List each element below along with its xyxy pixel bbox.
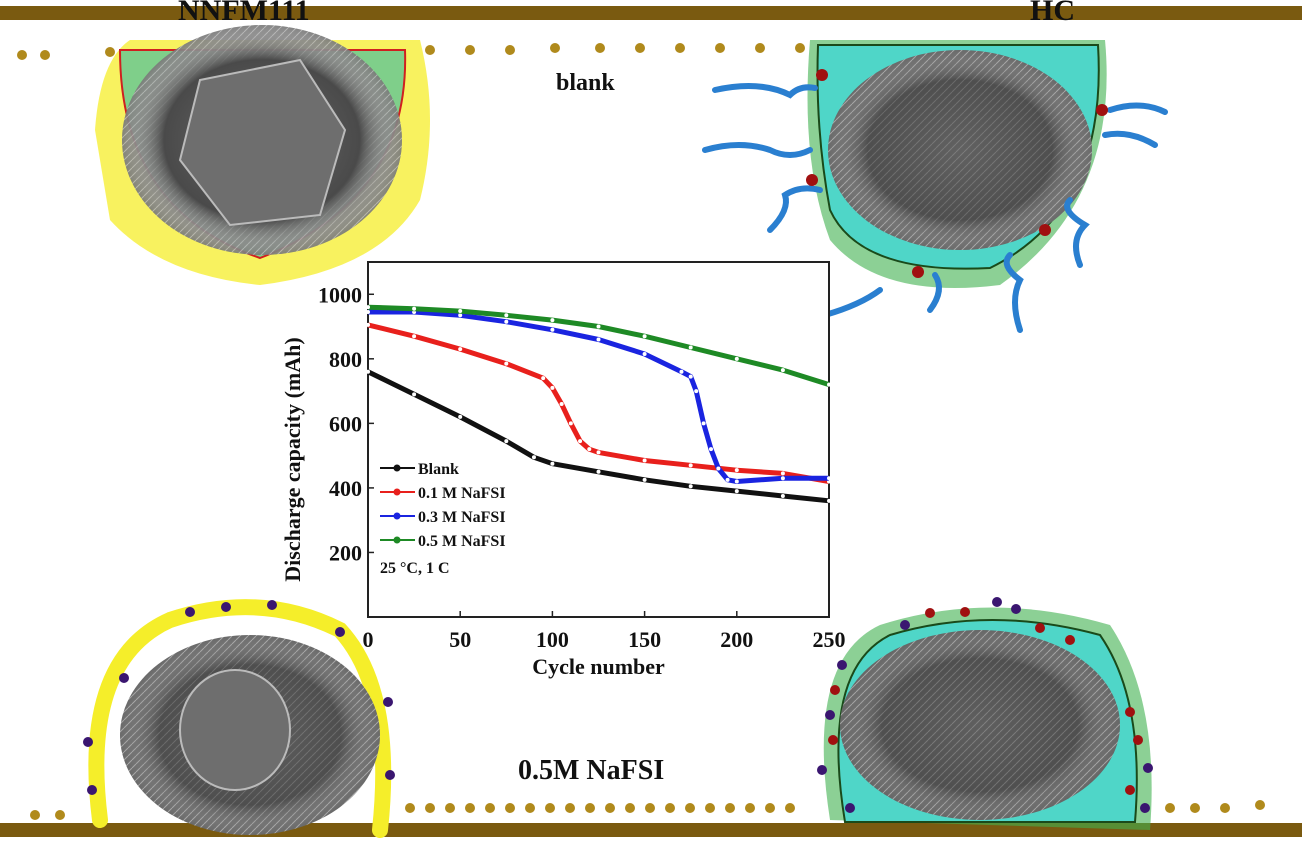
sodium-ion-dot xyxy=(1220,803,1230,813)
sodium-ion-dot xyxy=(785,803,795,813)
sodium-ion-dot xyxy=(715,43,725,53)
sodium-ion-dot xyxy=(605,803,615,813)
sodium-ion-dot xyxy=(635,43,645,53)
sodium-ion-dot xyxy=(675,43,685,53)
anode-particle-blank xyxy=(702,40,1168,333)
anode-label: HC xyxy=(1030,0,1075,27)
top-condition-label: blank xyxy=(556,70,615,96)
sodium-ion-dot xyxy=(705,803,715,813)
sodium-ion-dot xyxy=(755,43,765,53)
cathode-particle-nafsi xyxy=(83,599,395,838)
sodium-ion-dot xyxy=(595,43,605,53)
sodium-ion-dot xyxy=(55,810,65,820)
sodium-ion-dot xyxy=(545,803,555,813)
sodium-ion-dot xyxy=(625,803,635,813)
sodium-ion-dots xyxy=(17,43,1265,820)
sodium-ion-dot xyxy=(505,45,515,55)
sodium-ion-dot xyxy=(1255,800,1265,810)
sodium-ion-dot xyxy=(645,803,655,813)
sodium-ion-dot xyxy=(525,803,535,813)
sodium-ion-dot xyxy=(550,43,560,53)
sodium-ion-dot xyxy=(425,45,435,55)
sodium-ion-dot xyxy=(1165,803,1175,813)
top-current-collector xyxy=(0,6,1302,20)
sodium-ion-dot xyxy=(795,43,805,53)
solvent-chains xyxy=(702,83,1168,333)
sodium-ion-dot xyxy=(445,803,455,813)
cathode-label: NNFM111 xyxy=(178,0,310,27)
sodium-ion-dot xyxy=(505,803,515,813)
sodium-ion-dot xyxy=(30,810,40,820)
sodium-ion-dot xyxy=(105,47,115,57)
sodium-ion-dot xyxy=(725,803,735,813)
sodium-ion-dot xyxy=(665,803,675,813)
sodium-ion-dot xyxy=(40,50,50,60)
sodium-ion-dot xyxy=(405,803,415,813)
sodium-ion-dot xyxy=(585,803,595,813)
sodium-ion-dot xyxy=(565,803,575,813)
sodium-ion-dot xyxy=(425,803,435,813)
sodium-ion-dot xyxy=(745,803,755,813)
sodium-ion-dot xyxy=(765,803,775,813)
bottom-condition-label: 0.5M NaFSI xyxy=(518,755,665,786)
sodium-ion-dot xyxy=(1190,803,1200,813)
sodium-ion-dot xyxy=(465,803,475,813)
cathode-particle-blank xyxy=(95,25,430,285)
anode-particle-nafsi xyxy=(817,597,1153,830)
sodium-ion-dot xyxy=(17,50,27,60)
sodium-ion-dot xyxy=(485,803,495,813)
sodium-ion-dot xyxy=(685,803,695,813)
bottom-current-collector xyxy=(0,823,1302,837)
sodium-ion-dot xyxy=(465,45,475,55)
